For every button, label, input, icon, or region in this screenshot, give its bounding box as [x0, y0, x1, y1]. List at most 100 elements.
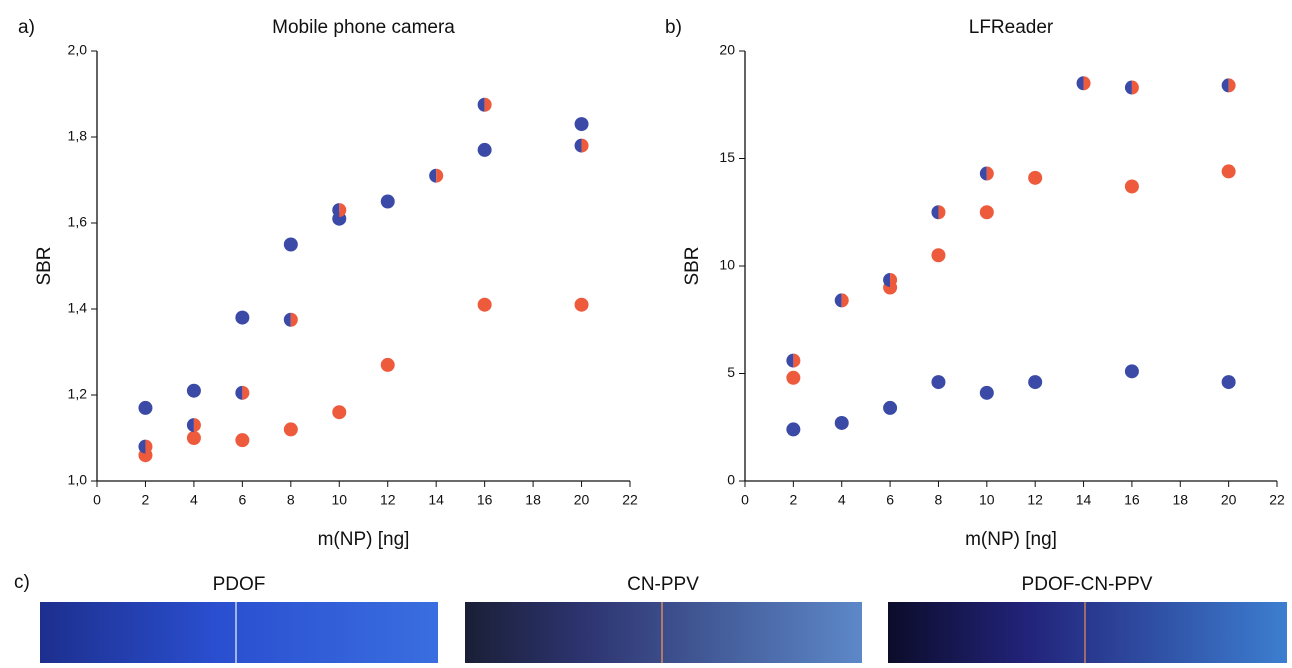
- x-tick-label: 22: [1269, 492, 1285, 508]
- point-half: [1076, 76, 1084, 91]
- point: [1028, 375, 1043, 390]
- x-axis-label: m(NP) [ng]: [318, 529, 410, 550]
- x-tick-label: 16: [1124, 492, 1140, 508]
- y-tick-label: 20: [719, 42, 735, 58]
- x-tick-label: 20: [574, 492, 590, 508]
- x-axis-label: m(NP) [ng]: [965, 529, 1057, 550]
- point: [931, 248, 946, 263]
- y-tick-label: 1,2: [68, 386, 88, 402]
- point: [574, 117, 589, 132]
- y-axis-label: SBR: [682, 246, 703, 285]
- x-tick-label: 10: [979, 492, 995, 508]
- x-tick-label: 6: [886, 492, 894, 508]
- photo: [40, 602, 438, 663]
- split-point: [931, 205, 946, 220]
- point: [186, 383, 201, 398]
- x-tick-label: 16: [477, 492, 493, 508]
- x-tick-label: 10: [331, 492, 347, 508]
- point: [979, 205, 994, 220]
- point-half: [793, 353, 801, 368]
- y-tick-label: 5: [727, 364, 735, 380]
- split-point: [429, 168, 444, 183]
- point-half: [332, 203, 340, 218]
- photo-title: PDOF-CN-PPV: [1022, 574, 1153, 595]
- y-tick-label: 15: [719, 149, 735, 165]
- x-tick-label: 12: [1027, 492, 1043, 508]
- point: [477, 297, 492, 312]
- point-half: [242, 385, 250, 400]
- x-tick-label: 6: [238, 492, 246, 508]
- split-point: [883, 272, 898, 287]
- split-point: [1076, 76, 1091, 91]
- point: [574, 297, 589, 312]
- panel-label: a): [18, 17, 35, 38]
- photo-title: PDOF: [213, 574, 266, 595]
- y-tick-label: 1,4: [68, 300, 88, 316]
- point-half: [986, 166, 994, 181]
- point-half: [890, 272, 898, 287]
- x-tick-label: 22: [622, 492, 638, 508]
- x-tick-label: 18: [525, 492, 541, 508]
- point-half: [1228, 78, 1236, 93]
- y-tick-label: 10: [719, 257, 735, 273]
- point: [931, 375, 946, 390]
- x-tick-label: 4: [838, 492, 846, 508]
- x-tick-label: 2: [789, 492, 797, 508]
- point: [477, 142, 492, 157]
- photo: [465, 602, 862, 663]
- x-tick-label: 14: [1076, 492, 1092, 508]
- split-point: [834, 293, 849, 308]
- point-half: [883, 272, 891, 287]
- photo-title: CN-PPV: [627, 574, 699, 595]
- panel-label: b): [665, 17, 682, 38]
- point: [235, 433, 250, 448]
- split-point: [235, 385, 250, 400]
- split-point: [332, 203, 347, 218]
- point: [979, 385, 994, 400]
- point: [834, 415, 849, 430]
- x-tick-label: 8: [287, 492, 295, 508]
- point-half: [931, 205, 939, 220]
- point: [786, 370, 801, 385]
- x-tick-label: 20: [1221, 492, 1237, 508]
- y-tick-label: 1,0: [68, 472, 88, 488]
- y-tick-label: 1,8: [68, 128, 88, 144]
- point-half: [581, 138, 589, 153]
- point-half: [834, 293, 842, 308]
- point-half: [138, 439, 146, 454]
- point-half: [283, 312, 291, 327]
- y-tick-label: 1,6: [68, 214, 88, 230]
- point: [1028, 170, 1043, 185]
- point-half: [979, 166, 987, 181]
- split-point: [1124, 80, 1139, 95]
- split-point: [283, 312, 298, 327]
- point-half: [1083, 76, 1091, 91]
- point-half: [145, 439, 153, 454]
- split-point: [574, 138, 589, 153]
- point-half: [841, 293, 849, 308]
- x-tick-label: 14: [428, 492, 444, 508]
- chart-title: Mobile phone camera: [272, 17, 455, 38]
- x-tick-label: 4: [190, 492, 198, 508]
- x-tick-label: 0: [93, 492, 101, 508]
- point: [1124, 179, 1139, 194]
- point: [186, 431, 201, 445]
- split-point: [979, 166, 994, 181]
- point-half: [193, 418, 201, 433]
- point: [332, 405, 347, 420]
- point: [786, 422, 801, 437]
- point-half: [235, 385, 243, 400]
- point-half: [786, 353, 794, 368]
- point: [1221, 375, 1236, 390]
- split-point: [786, 353, 801, 368]
- x-tick-label: 12: [380, 492, 396, 508]
- x-tick-label: 0: [741, 492, 749, 508]
- split-point: [477, 97, 492, 112]
- x-tick-label: 2: [142, 492, 150, 508]
- y-axis-label: SBR: [34, 246, 55, 285]
- point: [283, 422, 298, 437]
- point: [1221, 164, 1236, 179]
- point-half: [186, 418, 194, 433]
- chart-title: LFReader: [969, 17, 1054, 38]
- point: [883, 400, 898, 415]
